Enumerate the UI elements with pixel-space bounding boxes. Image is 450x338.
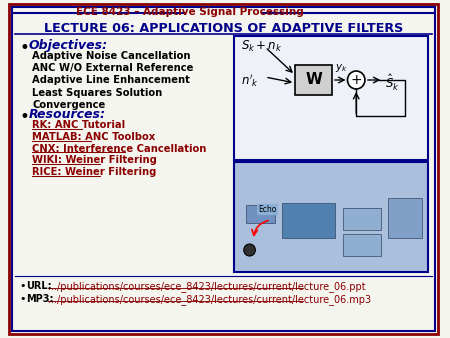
Bar (342, 208, 382, 230)
Bar (282, 203, 335, 238)
Text: •: • (20, 281, 26, 291)
Text: Adaptive Line Enhancement: Adaptive Line Enhancement (32, 75, 190, 86)
Text: .../publications/courses/ece_8423/lectures/current/lecture_06.mp3: .../publications/courses/ece_8423/lectur… (48, 294, 371, 305)
Bar (246, 205, 275, 223)
Text: CNX: Interference Cancellation: CNX: Interference Cancellation (32, 144, 207, 153)
Text: $n'_k$: $n'_k$ (241, 72, 259, 89)
Text: Objectives:: Objectives: (28, 39, 108, 52)
Text: •: • (20, 108, 30, 126)
Bar (388, 198, 422, 238)
Text: •: • (20, 39, 30, 57)
Text: ECE 8423 – Adaptive Signal Processing: ECE 8423 – Adaptive Signal Processing (76, 7, 303, 17)
Text: •: • (20, 294, 26, 304)
Text: +: + (351, 73, 362, 87)
Bar (342, 234, 382, 256)
Text: RK: ANC Tutorial: RK: ANC Tutorial (32, 120, 126, 130)
Text: W: W (305, 72, 322, 88)
Text: Echo: Echo (258, 205, 277, 214)
Circle shape (347, 71, 365, 89)
Text: Least Squares Solution: Least Squares Solution (32, 88, 162, 98)
Text: URL:: URL: (27, 281, 52, 291)
Text: Resources:: Resources: (28, 108, 105, 121)
Text: MATLAB: ANC Toolbox: MATLAB: ANC Toolbox (32, 132, 156, 142)
Text: $\hat{S}_k$: $\hat{S}_k$ (385, 73, 400, 93)
Text: WIKI: Weiner Filtering: WIKI: Weiner Filtering (32, 155, 157, 165)
Circle shape (244, 244, 256, 256)
Bar (234, 36, 428, 160)
Text: MP3:: MP3: (27, 294, 54, 304)
Text: Convergence: Convergence (32, 100, 106, 110)
Bar (234, 162, 428, 272)
Text: Adaptive Noise Cancellation: Adaptive Noise Cancellation (32, 51, 191, 61)
Text: .../publications/courses/ece_8423/lectures/current/lecture_06.ppt: .../publications/courses/ece_8423/lectur… (48, 281, 365, 292)
Text: RICE: Weiner Filtering: RICE: Weiner Filtering (32, 167, 157, 177)
Bar (295, 65, 332, 95)
Text: LECTURE 06: APPLICATIONS OF ADAPTIVE FILTERS: LECTURE 06: APPLICATIONS OF ADAPTIVE FIL… (44, 22, 403, 35)
Text: ANC W/O External Reference: ANC W/O External Reference (32, 63, 194, 73)
Text: $S_k + n_k$: $S_k + n_k$ (241, 39, 282, 54)
Text: $y_k$: $y_k$ (335, 62, 348, 74)
